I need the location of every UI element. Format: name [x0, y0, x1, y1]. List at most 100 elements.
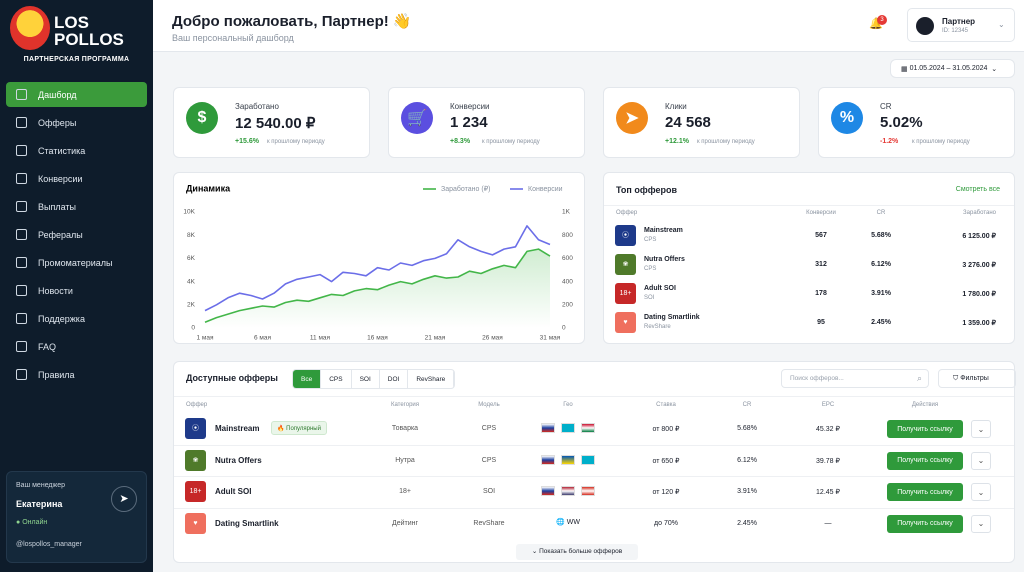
area [205, 249, 550, 328]
x-tick-label: 31 мая [540, 335, 561, 342]
expand-button[interactable]: ⌄ [971, 420, 991, 438]
rate: от 120 ₽ [652, 489, 680, 496]
kpi-change: +12.1% [665, 138, 689, 145]
search[interactable]: Поиск офферов... ⌕ [781, 369, 929, 388]
offer-name: Adult SOI [644, 285, 676, 292]
model: CPS [481, 456, 497, 464]
user-menu[interactable]: Партнер ID: 12345 ⌄ [907, 8, 1015, 42]
kpi-label: CR [880, 102, 892, 111]
y2-tick-label: 600 [562, 255, 573, 262]
category: 18+ [399, 488, 411, 495]
kpi-card: 🛒 Конверсии 1 234 +8.3% к прошлому перио… [388, 87, 585, 158]
legend-label: Конверсии [528, 186, 563, 193]
get-link-button[interactable]: Получить ссылку [887, 420, 963, 438]
offer-name: Mainstream [215, 424, 260, 433]
show-more[interactable]: ⌄ Показать больше офферов [516, 544, 638, 560]
filter-chip[interactable]: Все [293, 370, 322, 388]
kpi-card: % CR 5.02% -1.2% к прошлому периоду [818, 87, 1015, 158]
geo: WW [566, 518, 580, 526]
kpi-card: $ Заработано 12 540.00 ₽ +15.6% к прошло… [173, 87, 370, 158]
flag [561, 454, 575, 465]
offer-icon: ⦿ [185, 418, 206, 439]
kpi-icon: 🛒 [401, 102, 433, 134]
column-header: Действия [911, 402, 939, 408]
offer-icon: 18+ [615, 283, 636, 304]
date-range[interactable]: ▦ 01.05.2024 – 31.05.2024 ⌄ [890, 59, 1015, 78]
filter-chip[interactable]: DOI [380, 370, 409, 388]
flag [541, 454, 555, 465]
nav-item[interactable]: Промоматериалы [6, 250, 147, 275]
row-divider [174, 444, 1014, 446]
kpi-value: 5.02% [880, 114, 923, 131]
manager-status: ● Онлайн [16, 519, 48, 526]
nav-item[interactable]: Рефералы [6, 222, 147, 247]
x-tick-label: 16 мая [367, 335, 388, 342]
kpi-label: Заработано [235, 102, 279, 111]
badge: 🔥 Популярный [271, 421, 327, 435]
nav-item[interactable]: Выплаты [6, 194, 147, 219]
divider [604, 205, 1014, 206]
flag [581, 486, 595, 496]
get-link-button[interactable]: Получить ссылку [887, 483, 963, 501]
get-link-button[interactable]: Получить ссылку [887, 514, 963, 533]
expand-button[interactable]: ⌄ [971, 514, 991, 533]
column-header: Модель [478, 402, 500, 408]
nav-item[interactable]: Конверсии [6, 166, 147, 191]
y2-tick-label: 800 [562, 232, 573, 239]
expand-button[interactable]: ⌄ [971, 483, 991, 501]
view-all-link[interactable]: Смотреть все [955, 186, 1000, 193]
y2-tick-label: 0 [562, 325, 566, 332]
kpi-value: 24 568 [665, 114, 711, 131]
nav-icon [16, 89, 27, 100]
geo-cell [538, 423, 598, 435]
offer-icon: ⦿ [615, 225, 636, 246]
nav-icon [16, 313, 27, 324]
model: SOI [482, 488, 496, 495]
x-tick-label: 21 мая [425, 335, 446, 342]
nav-label: Промоматериалы [38, 257, 113, 268]
nav-icon [16, 341, 27, 352]
nav-icon [16, 229, 27, 240]
offer-name: Nutra Offers [644, 256, 685, 263]
filter-button[interactable]: ⛉ Фильтры [938, 369, 1016, 388]
nav-icon [16, 173, 27, 184]
nav-item[interactable]: Новости [6, 278, 147, 303]
telegram-button[interactable]: ➤ [111, 486, 137, 512]
nav-item[interactable]: Офферы [6, 110, 147, 135]
conversions: 178 [815, 290, 827, 297]
nav-item[interactable]: Поддержка [6, 306, 147, 331]
earned: 1 359.00 ₽ [962, 320, 996, 327]
logo-subtitle: ПАРТНЕРСКАЯ ПРОГРАММА [23, 56, 130, 63]
y2-tick-label: 400 [562, 278, 573, 285]
nav-item[interactable]: Правила [6, 362, 147, 387]
x-tick-label: 6 мая [254, 335, 272, 342]
user-name: Партнер [942, 17, 976, 26]
filter-chip[interactable]: CPS [321, 370, 352, 388]
offer-icon: ❀ [615, 254, 636, 275]
get-link-button[interactable]: Получить ссылку [887, 451, 963, 470]
manager-label: Ваш менеджер [16, 482, 65, 489]
kpi-icon: % [831, 102, 863, 134]
header: Добро пожаловать, Партнер! 👋 Ваш персона… [153, 0, 1024, 52]
manager-handle: @lospollos_manager [16, 541, 82, 548]
y-tick-label: 8K [187, 232, 196, 239]
rate: от 800 ₽ [652, 426, 680, 433]
y-tick-label: 4K [187, 278, 196, 285]
kpi-note: к прошлому периоду [482, 139, 540, 145]
nav-item[interactable]: Статистика [6, 138, 147, 163]
offer-icon: ♥ [185, 512, 206, 534]
x-tick-label: 1 мая [196, 335, 214, 342]
column-header: Гео [563, 402, 573, 408]
filter-chip[interactable]: SOI [352, 370, 380, 388]
nav-item[interactable]: FAQ [6, 334, 147, 359]
kpi-icon: ➤ [616, 102, 648, 134]
flag [561, 486, 575, 496]
expand-button[interactable]: ⌄ [971, 451, 991, 470]
nav-icon [16, 117, 27, 128]
top-offers-card: Топ офферов Смотреть все Оффер Конверсии… [603, 172, 1015, 344]
filter-chip[interactable]: RevShare [408, 370, 455, 388]
nav-label: Конверсии [38, 173, 83, 184]
nav-item[interactable]: Дашборд [6, 82, 147, 107]
offer-model: RevShare [644, 324, 671, 330]
